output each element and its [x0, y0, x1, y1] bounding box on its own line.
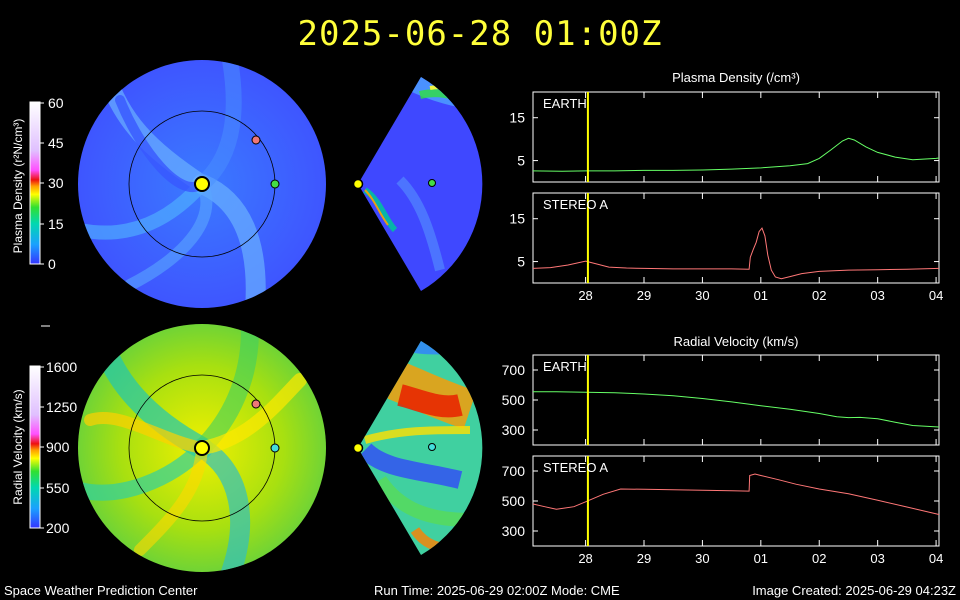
density-tick-60: 60 [48, 95, 64, 111]
x-tick-label: 29 [637, 551, 651, 566]
y-tick-label: 700 [502, 463, 526, 479]
density-meridional-wedge [352, 77, 483, 291]
density-ecliptic-disc [78, 60, 326, 308]
x-tick-label: 02 [812, 551, 826, 566]
velocity-earth-panel: 700 500 300 EARTH [502, 354, 940, 446]
earth-marker [428, 443, 436, 451]
density-tick-45: 45 [48, 135, 64, 151]
density-tick-15: 15 [48, 216, 64, 232]
x-tick-label: 28 [578, 551, 592, 566]
panel-label: EARTH [543, 96, 587, 111]
x-tick-label: 04 [929, 288, 943, 303]
footer-image-created: Image Created: 2025-06-29 04:23Z [752, 583, 956, 598]
series-line [533, 391, 940, 428]
panel-label: STEREO A [543, 197, 608, 212]
velocity-stereo-a-panel: 700 500 300 28 29 30 01 02 03 04 STEREO A [502, 455, 943, 566]
earth-marker [428, 179, 436, 187]
y-tick-label: 300 [502, 422, 526, 438]
y-tick-label: 700 [502, 362, 526, 378]
plot-frame [532, 192, 940, 284]
velocity-colorbar: 1600 1250 900 550 200 Radial Velocity (k… [11, 359, 77, 536]
velocity-tick-900: 900 [46, 439, 70, 455]
stereo-a-marker [251, 135, 261, 145]
density-colorbar: 60 45 30 15 0 Plasma Density (r²N/cm³) [11, 95, 64, 272]
sun-marker [194, 176, 210, 192]
x-tick-label: 01 [754, 551, 768, 566]
x-tick-label: 04 [929, 551, 943, 566]
density-chart-title: Plasma Density (/cm³) [672, 70, 800, 85]
y-tick-label: 500 [502, 392, 526, 408]
frame-timestamp: 2025-06-28 01:00Z [297, 14, 663, 54]
sun-marker [352, 178, 364, 190]
panel-label: STEREO A [543, 460, 608, 475]
x-tick-label: 03 [870, 551, 884, 566]
series-line [532, 137, 940, 172]
footer-organization: Space Weather Prediction Center [4, 583, 198, 598]
sun-marker [194, 440, 210, 456]
density-colorbar-label: Plasma Density (r²N/cm³) [11, 119, 25, 254]
velocity-tick-550: 550 [46, 480, 70, 496]
velocity-colorbar-label: Radial Velocity (km/s) [11, 389, 25, 504]
x-tick-label: 29 [637, 288, 651, 303]
panel-label: EARTH [543, 359, 587, 374]
series-line [532, 227, 940, 280]
series-line [532, 473, 940, 515]
y-tick-label: 300 [502, 523, 526, 539]
plot-frame [532, 354, 940, 446]
x-tick-label: 28 [578, 288, 592, 303]
earth-marker [270, 443, 280, 453]
velocity-meridional-wedge [352, 341, 483, 555]
velocity-tick-1600: 1600 [46, 359, 77, 375]
velocity-tick-1250: 1250 [46, 399, 77, 415]
velocity-chart-title: Radial Velocity (km/s) [674, 334, 799, 349]
y-tick-label: 15 [509, 110, 525, 126]
y-tick-label: 500 [502, 493, 526, 509]
velocity-ecliptic-disc [78, 324, 326, 572]
plot-frame [532, 91, 940, 183]
stereo-a-marker [251, 399, 261, 409]
x-tick-label: 02 [812, 288, 826, 303]
y-tick-label: 15 [509, 211, 525, 227]
footer-run-time: Run Time: 2025-06-29 02:00Z Mode: CME [374, 583, 620, 598]
x-tick-label: 01 [754, 288, 768, 303]
y-tick-label: 5 [517, 254, 525, 270]
x-tick-label: 03 [870, 288, 884, 303]
sun-marker [352, 442, 364, 454]
density-tick-30: 30 [48, 175, 64, 191]
x-tick-label: 30 [695, 288, 709, 303]
y-tick-label: 5 [517, 153, 525, 169]
x-tick-label: 30 [695, 551, 709, 566]
density-stereo-a-panel: 15 5 28 29 30 01 02 03 04 STEREO A [509, 192, 943, 303]
earth-marker [270, 179, 280, 189]
density-tick-0: 0 [48, 256, 56, 272]
velocity-tick-200: 200 [46, 520, 70, 536]
density-earth-panel: 15 5 EARTH [509, 91, 940, 183]
